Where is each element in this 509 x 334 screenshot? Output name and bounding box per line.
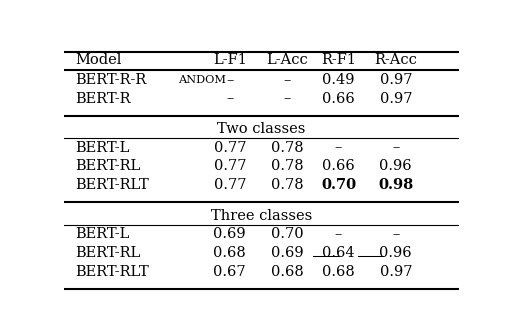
Text: 0.68: 0.68 [322, 265, 354, 279]
Text: 0.78: 0.78 [270, 141, 303, 155]
Text: 0.66: 0.66 [322, 92, 354, 106]
Text: –: – [283, 73, 290, 87]
Text: BERT-L: BERT-L [75, 227, 130, 241]
Text: Two classes: Two classes [217, 123, 305, 136]
Text: 0.70: 0.70 [320, 178, 355, 192]
Text: BERT-RLT: BERT-RLT [75, 178, 149, 192]
Text: 0.78: 0.78 [270, 178, 303, 192]
Text: 0.77: 0.77 [213, 178, 245, 192]
Text: BERT-RLT: BERT-RLT [75, 265, 149, 279]
Text: L-Acc: L-Acc [266, 53, 307, 67]
Text: 0.49: 0.49 [322, 73, 354, 87]
Text: 0.96: 0.96 [379, 159, 411, 173]
Text: L-F1: L-F1 [212, 53, 246, 67]
Text: –: – [391, 141, 399, 155]
Text: Model: Model [75, 53, 122, 67]
Text: 0.66: 0.66 [322, 159, 354, 173]
Text: –: – [225, 73, 233, 87]
Text: Three classes: Three classes [210, 209, 312, 223]
Text: –: – [283, 92, 290, 106]
Text: 0.70: 0.70 [270, 227, 303, 241]
Text: 0.97: 0.97 [379, 73, 411, 87]
Text: 0.78: 0.78 [270, 159, 303, 173]
Text: R-Acc: R-Acc [374, 53, 416, 67]
Text: –: – [391, 227, 399, 241]
Text: 0.98: 0.98 [377, 178, 413, 192]
Text: 0.68: 0.68 [213, 246, 246, 260]
Text: 0.68: 0.68 [270, 265, 303, 279]
Text: 0.67: 0.67 [213, 265, 245, 279]
Text: 0.96: 0.96 [379, 246, 411, 260]
Text: –: – [334, 227, 342, 241]
Text: R-F1: R-F1 [320, 53, 355, 67]
Text: 0.97: 0.97 [379, 92, 411, 106]
Text: BERT-L: BERT-L [75, 141, 130, 155]
Text: 0.64: 0.64 [322, 246, 354, 260]
Text: –: – [225, 92, 233, 106]
Text: BERT-RL: BERT-RL [75, 246, 140, 260]
Text: BERT-R-R: BERT-R-R [75, 73, 147, 87]
Text: BERT-RL: BERT-RL [75, 159, 140, 173]
Text: BERT-R: BERT-R [75, 92, 131, 106]
Text: ANDOM: ANDOM [177, 75, 225, 85]
Text: –: – [334, 141, 342, 155]
Text: 0.77: 0.77 [213, 141, 245, 155]
Text: 0.97: 0.97 [379, 265, 411, 279]
Text: 0.69: 0.69 [213, 227, 245, 241]
Text: 0.69: 0.69 [270, 246, 303, 260]
Text: 0.77: 0.77 [213, 159, 245, 173]
